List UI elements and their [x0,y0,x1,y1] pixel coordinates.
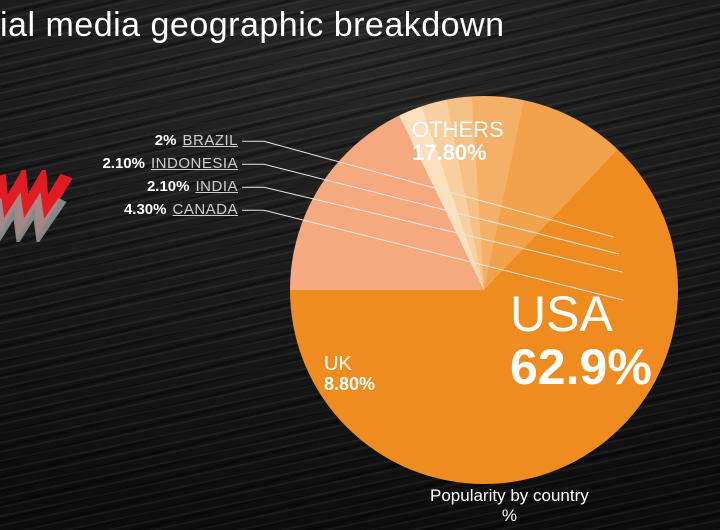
slice-label-usa: USA62.9% [510,288,652,393]
callout-pct: 4.30% [124,201,167,218]
slice-pct: 8.80% [324,375,375,394]
callout-name: INDONESIA [151,155,238,172]
page-title: ial media geographic breakdown [0,6,505,45]
brand-logo [0,170,90,242]
callout-pct: 2.10% [102,155,145,172]
callout-pct: 2.10% [147,178,190,195]
slice-label-others: OTHERS17.80% [412,118,504,164]
callout-name: INDIA [195,178,238,195]
brand-logo-svg [0,170,90,242]
chart-caption: Popularity by country% [430,486,589,526]
slice-label-uk: UK8.80% [324,354,375,394]
callout-canada: 4.30% CANADA [124,202,238,217]
callout-name: CANADA [172,201,238,218]
callout-brazil: 2% BRAZIL [155,133,238,148]
slice-name: OTHERS [412,118,504,141]
callout-name: BRAZIL [182,132,238,149]
slice-pct: 17.80% [412,141,504,164]
callout-indonesia: 2.10% INDONESIA [102,156,238,171]
callout-india: 2.10% INDIA [147,179,238,194]
slice-name: USA [510,288,652,341]
slice-name: UK [324,354,375,375]
callout-pct: 2% [155,132,177,149]
slice-pct: 62.9% [510,341,652,394]
